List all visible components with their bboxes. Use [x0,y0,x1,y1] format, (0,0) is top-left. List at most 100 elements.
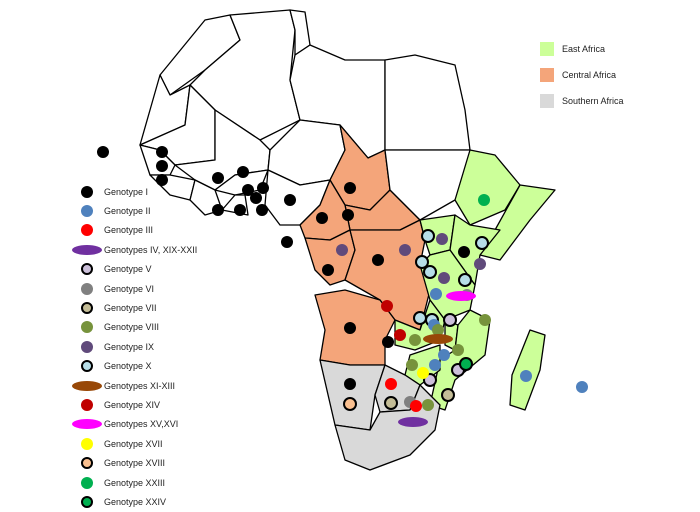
region-label: Southern Africa [562,96,624,106]
map-marker-genotype-ii [429,359,441,371]
map-marker-genotype-i [242,184,254,196]
map-marker-genotype-i [458,246,470,258]
genotype-legend-item: Genotype III [70,221,230,240]
map-marker-genotype-i [212,204,224,216]
map-marker-genotype-i [250,192,262,204]
genotype-label: Genotype VII [104,303,157,314]
map-marker-genotype-viii [406,359,418,371]
map-marker-genotype-vii [441,388,455,402]
genotype-marker-symbol [81,224,93,237]
map-marker-genotype-i [342,209,354,221]
genotype-legend-item: Genotype XIV [70,395,230,414]
genotype-marker-symbol [81,263,93,276]
map-marker-genotype-viii [432,324,444,336]
map-marker-genotype-i [156,146,168,158]
map-marker-genotype-v [443,313,457,327]
map-marker-genotype-i [322,264,334,276]
map-marker-genotype-viii [452,344,464,356]
genotype-label: Genotype X [104,361,152,372]
genotype-marker-symbol [81,495,93,508]
map-marker-genotype-iv [398,417,428,427]
country-egypt [384,54,471,151]
genotype-marker-symbol [81,437,93,450]
genotype-marker-symbol [81,282,93,295]
genotype-legend-item: Genotype XXIV [70,492,230,511]
region-label: Central Africa [562,70,617,80]
map-marker-genotype-ii [438,349,450,361]
country-madagascar [509,329,546,411]
genotype-marker-symbol [72,244,102,255]
map-marker-genotype-x [458,273,472,287]
map-marker-genotype-i [344,322,356,334]
genotype-marker-symbol [81,205,93,218]
genotype-legend-item: Genotypes XI-XIII [70,376,230,395]
genotype-label: Genotype VI [104,283,155,294]
map-marker-genotype-ix [436,233,448,245]
genotype-marker-symbol [81,360,93,373]
genotype-legend-item: Genotype I [70,182,230,201]
genotype-label: Genotype III [104,225,154,236]
map-marker-genotype-x [423,265,437,279]
map-marker-genotype-i [234,204,246,216]
map-marker-genotype-i [97,146,109,158]
map-marker-genotype-ix [474,258,486,270]
genotype-label: Genotype XXIV [104,496,167,507]
africa-map [97,9,588,471]
map-marker-genotype-vii [384,396,398,410]
region-label: East Africa [562,44,606,54]
map-marker-genotype-x [421,229,435,243]
map-marker-genotype-i [284,194,296,206]
genotype-legend-item: Genotype XXIII [70,473,230,492]
genotype-legend-item: Genotypes XV,XVI [70,415,230,434]
genotype-marker-symbol [81,185,93,198]
map-marker-genotype-ii [576,381,588,393]
genotype-legend-item: Genotype II [70,201,230,220]
map-marker-genotype-ix [399,244,411,256]
map-marker-genotype-i [344,182,356,194]
region-legend-item: Southern Africa [540,88,690,114]
map-marker-genotype-i [237,166,249,178]
genotype-legend-item: Genotype VII [70,298,230,317]
genotype-marker-symbol [81,321,93,334]
genotype-label: Genotype XIV [104,399,161,410]
map-marker-genotype-i [212,172,224,184]
map-marker-genotype-i [382,336,394,348]
map-marker-genotype-i [281,236,293,248]
map-marker-genotype-ix [336,244,348,256]
map-marker-genotype-ix [438,272,450,284]
map-marker-genotype-i [344,378,356,390]
genotype-label: Genotype XVIII [104,458,166,469]
map-marker-genotype-i [257,182,269,194]
genotype-legend-item: Genotype XVII [70,434,230,453]
map-marker-genotype-i [372,254,384,266]
genotype-legend-item: Genotype X [70,357,230,376]
genotype-label: Genotypes XI-XIII [104,380,176,391]
map-marker-genotype-iii [410,400,422,412]
region-swatch [540,42,554,56]
genotype-label: Genotype II [104,206,151,217]
genotype-marker-symbol [72,380,102,391]
map-marker-genotype-xviii [343,397,357,411]
map-marker-genotype-viii [422,399,434,411]
genotype-legend-item: Genotype IX [70,337,230,356]
genotype-marker-symbol [72,419,102,430]
map-marker-genotype-i [256,204,268,216]
map-marker-genotype-ii [520,370,532,382]
genotype-label: Genotype XXIII [104,477,166,488]
genotype-marker-symbol [81,398,93,411]
map-marker-genotype-i [156,160,168,172]
map-marker-genotype-x [413,311,427,325]
map-marker-genotype-i [316,212,328,224]
map-marker-genotype-xv [446,291,476,301]
genotype-marker-symbol [81,340,93,353]
region-legend: East Africa Central Africa Southern Africa [540,36,690,114]
map-marker-genotype-xvii [417,367,429,379]
region-swatch [540,68,554,82]
map-marker-genotype-viii [479,314,491,326]
genotype-marker-symbol [81,457,93,470]
map-marker-genotype-xiv [394,329,406,341]
genotype-label: Genotype V [104,264,152,275]
map-marker-genotype-xxiv [459,357,473,371]
country-burkina-faso [214,169,269,196]
region-swatch [540,94,554,108]
